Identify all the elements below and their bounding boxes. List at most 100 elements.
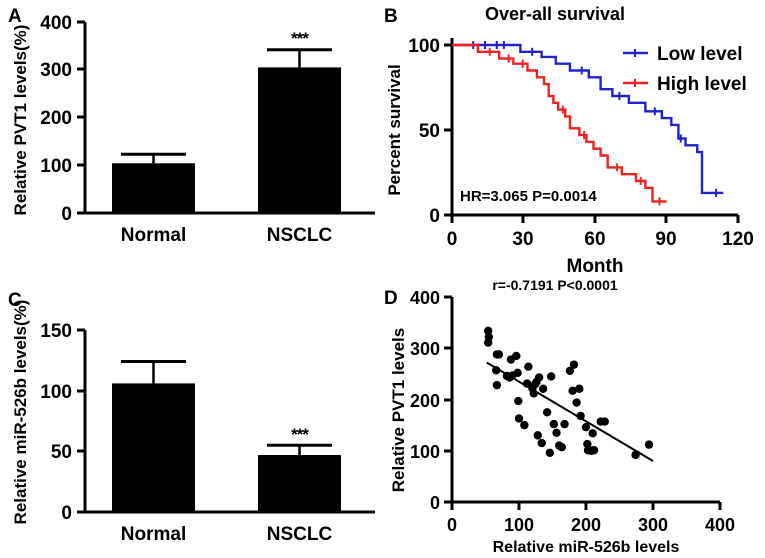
panel-c-ytick-0: 0 [61, 503, 72, 524]
panel-a-category-normal: Normal [121, 225, 186, 246]
scatter-point [524, 362, 533, 371]
panel-a-chart: A Relative PVT1 levels(%) 0 100 200 300 … [8, 6, 375, 246]
scatter-point [483, 326, 493, 336]
panel-d-stats: r=-0.7191 P<0.0001 [492, 280, 618, 293]
scatter-point [572, 398, 581, 407]
scatter-point [588, 429, 597, 438]
scatter-point [583, 439, 592, 449]
panel-b-ytick-0: 0 [429, 206, 440, 227]
panel-c-letter: C [8, 290, 22, 311]
panel-b-title: Over-all survival [485, 4, 625, 24]
panel-b-xtick-90: 90 [655, 229, 676, 250]
scatter-point [534, 373, 544, 382]
panel-a-y-ticks [77, 20, 85, 215]
panel-b-xtick-0: 0 [447, 229, 458, 250]
scatter-point [542, 408, 552, 417]
panel-d-chart: r=-0.7191 P<0.0001 D Relative PVT1 level… [384, 280, 735, 556]
scatter-point [560, 419, 569, 429]
scatter-point [512, 351, 521, 361]
panel-b-survival-curves [452, 41, 724, 206]
scatter-point [565, 366, 575, 375]
legend-label-high-level: High level [657, 74, 747, 95]
panel-d: r=-0.7191 P<0.0001 D Relative PVT1 level… [380, 280, 765, 558]
scatter-point [575, 384, 584, 393]
panel-a-ylabel: Relative PVT1 levels(%) [11, 25, 30, 216]
panel-d-x-ticks [450, 502, 722, 510]
panel-c-y-ticks [77, 328, 85, 514]
panel-d-ylabel: Relative PVT1 levels [389, 328, 408, 492]
scatter-point [549, 419, 559, 429]
scatter-point [600, 417, 609, 426]
panel-b-legend: Low level High level [623, 44, 747, 95]
panel-b-ytick-100: 100 [408, 36, 440, 57]
panel-c-significance: *** [291, 425, 309, 444]
panel-d-xtick-400: 400 [705, 515, 735, 535]
scatter-point [545, 448, 555, 457]
panel-a-ytick-300: 300 [40, 60, 72, 81]
panel-d-ytick-300: 300 [410, 339, 440, 359]
scatter-point [513, 368, 522, 378]
panel-a-ytick-200: 200 [40, 108, 72, 129]
panel-d-ytick-200: 200 [410, 391, 440, 411]
panel-c-bar-normal [112, 383, 195, 512]
scatter-point [537, 438, 546, 448]
panel-b: B Over-all survival Percent survival 0 5… [380, 0, 765, 290]
panel-b-xtick-30: 30 [512, 229, 533, 250]
panel-c-ytick-100: 100 [40, 382, 72, 403]
panel-d-ytick-100: 100 [410, 442, 440, 462]
scatter-point [568, 386, 577, 395]
legend-label-low-level: Low level [657, 44, 743, 65]
scatter-point [581, 422, 591, 432]
panel-d-xtick-100: 100 [504, 515, 534, 535]
panel-d-trendline [486, 361, 654, 462]
scatter-point [538, 384, 548, 393]
panel-b-x-ticks [450, 215, 740, 223]
km-curve-high-level [452, 43, 667, 203]
panel-b-xlabel: Month [567, 256, 624, 277]
panel-d-xtick-300: 300 [638, 515, 668, 535]
panel-b-xtick-120: 120 [722, 229, 754, 250]
scatter-point [520, 420, 529, 430]
panel-c-ytick-150: 150 [40, 321, 72, 342]
scatter-point [483, 338, 493, 347]
panel-c-ytick-50: 50 [51, 442, 72, 463]
panel-b-xtick-60: 60 [584, 229, 605, 250]
scatter-point [546, 372, 556, 381]
panel-d-ytick-400: 400 [410, 288, 440, 308]
panel-a-category-nsclc: NSCLC [267, 225, 333, 246]
panel-a-significance: *** [291, 29, 309, 48]
scatter-point [589, 446, 599, 455]
panel-c-category-normal: Normal [121, 524, 186, 545]
panel-c: C Relative miR-526b levels(%) 0 50 100 1… [0, 280, 383, 558]
panel-d-letter: D [384, 288, 398, 309]
panel-b-stats: HR=3.065 P=0.0014 [460, 188, 597, 205]
scatter-point [514, 396, 523, 406]
panel-c-bar-nsclc [258, 455, 341, 512]
panel-a-bar-normal [112, 163, 195, 213]
scatter-point [533, 431, 542, 440]
panel-a-ytick-100: 100 [40, 156, 72, 177]
panel-d-ytick-0: 0 [430, 493, 440, 513]
km-curve-low-level [452, 43, 724, 195]
panel-d-scatter-points [483, 326, 654, 460]
scatter-point [569, 360, 579, 369]
panel-a: A Relative PVT1 levels(%) 0 100 200 300 … [0, 0, 383, 280]
scatter-point [557, 442, 567, 452]
panel-a-letter: A [8, 6, 22, 27]
scatter-point [494, 350, 504, 359]
panel-a-bar-nsclc [258, 67, 341, 214]
panel-c-ylabel: Relative miR-526b levels(%) [11, 300, 30, 525]
panel-d-xtick-0: 0 [447, 515, 457, 535]
scatter-point [492, 366, 501, 375]
panel-b-ytick-50: 50 [419, 121, 440, 142]
panel-d-xlabel: Relative miR-526b levels [493, 539, 680, 556]
panel-a-ytick-400: 400 [40, 13, 72, 34]
panel-b-letter: B [384, 6, 398, 27]
panel-b-chart: B Over-all survival Percent survival 0 5… [384, 4, 754, 277]
panel-b-ylabel: Percent survival [385, 64, 404, 195]
scatter-point [514, 414, 524, 423]
panel-d-xtick-200: 200 [571, 515, 601, 535]
panel-c-chart: C Relative miR-526b levels(%) 0 50 100 1… [8, 290, 375, 545]
panel-a-ytick-0: 0 [61, 204, 72, 225]
